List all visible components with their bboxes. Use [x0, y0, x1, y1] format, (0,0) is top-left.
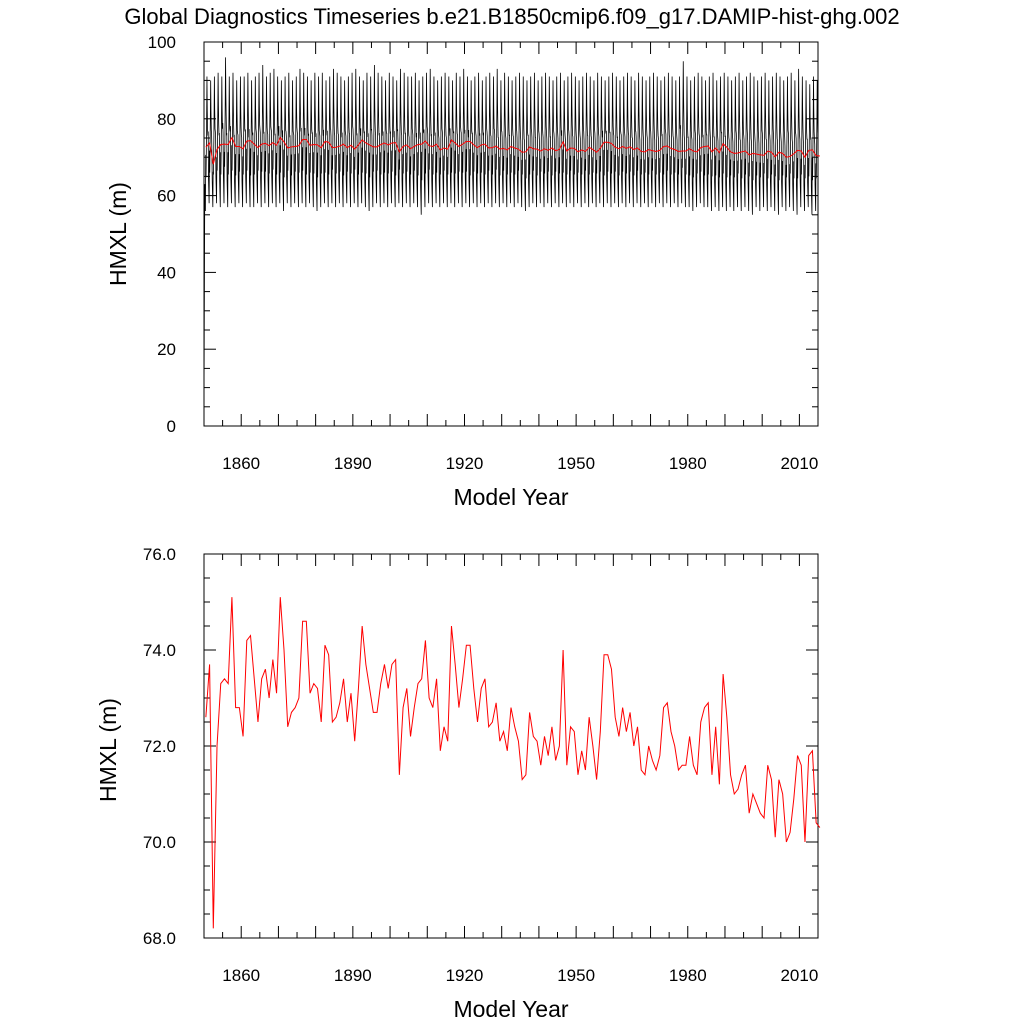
x-tick-label: 1980 — [669, 454, 707, 473]
y-tick-label: 68.0 — [143, 929, 176, 948]
y-tick-label: 0 — [167, 417, 176, 436]
chart-title: Global Diagnostics Timeseries b.e21.B185… — [124, 4, 899, 29]
top-y-tick-labels: 0 20 40 60 80 100 — [148, 33, 176, 436]
y-tick-label: 80 — [157, 110, 176, 129]
x-tick-label: 1860 — [222, 454, 260, 473]
x-tick-label: 1920 — [446, 966, 484, 985]
bottom-y-axis-label: HMXL (m) — [95, 698, 121, 802]
x-tick-label: 1920 — [446, 454, 484, 473]
x-tick-label: 1950 — [557, 454, 595, 473]
y-tick-label: 40 — [157, 263, 176, 282]
x-tick-label: 1950 — [557, 966, 595, 985]
panel-bottom: 1860 1890 1920 1950 1980 2010 68.0 70.0 72.0 74.… — [95, 545, 821, 1022]
x-tick-label: 2010 — [780, 454, 818, 473]
monthly-series-line — [203, 57, 819, 407]
y-tick-label: 100 — [148, 33, 176, 52]
annual-mean-overlay-line — [205, 136, 820, 165]
bottom-plot-frame — [203, 553, 819, 939]
bottom-ticks — [203, 553, 819, 939]
top-series — [203, 57, 820, 407]
x-tick-label: 2010 — [780, 966, 818, 985]
x-tick-label: 1980 — [669, 966, 707, 985]
panel-top: 1860 1890 1920 1950 1980 2010 0 20 40 60 80 100 Mo… — [105, 33, 820, 510]
bottom-y-tick-labels: 68.0 70.0 72.0 74.0 76.0 — [143, 545, 176, 948]
x-tick-label: 1890 — [334, 966, 372, 985]
x-tick-label: 1890 — [334, 454, 372, 473]
x-tick-label: 1860 — [222, 966, 260, 985]
y-tick-label: 20 — [157, 340, 176, 359]
y-tick-label: 60 — [157, 187, 176, 206]
annual-mean-line — [205, 597, 821, 929]
top-x-tick-labels: 1860 1890 1920 1950 1980 2010 — [222, 454, 818, 473]
bottom-series — [205, 597, 821, 929]
top-y-axis-label: HMXL (m) — [105, 182, 131, 286]
bottom-x-tick-labels: 1860 1890 1920 1950 1980 2010 — [222, 966, 818, 985]
y-tick-label: 76.0 — [143, 545, 176, 564]
bottom-x-axis-label: Model Year — [453, 996, 568, 1022]
y-tick-label: 72.0 — [143, 737, 176, 756]
y-tick-label: 74.0 — [143, 641, 176, 660]
top-x-axis-label: Model Year — [453, 484, 568, 510]
y-tick-label: 70.0 — [143, 833, 176, 852]
